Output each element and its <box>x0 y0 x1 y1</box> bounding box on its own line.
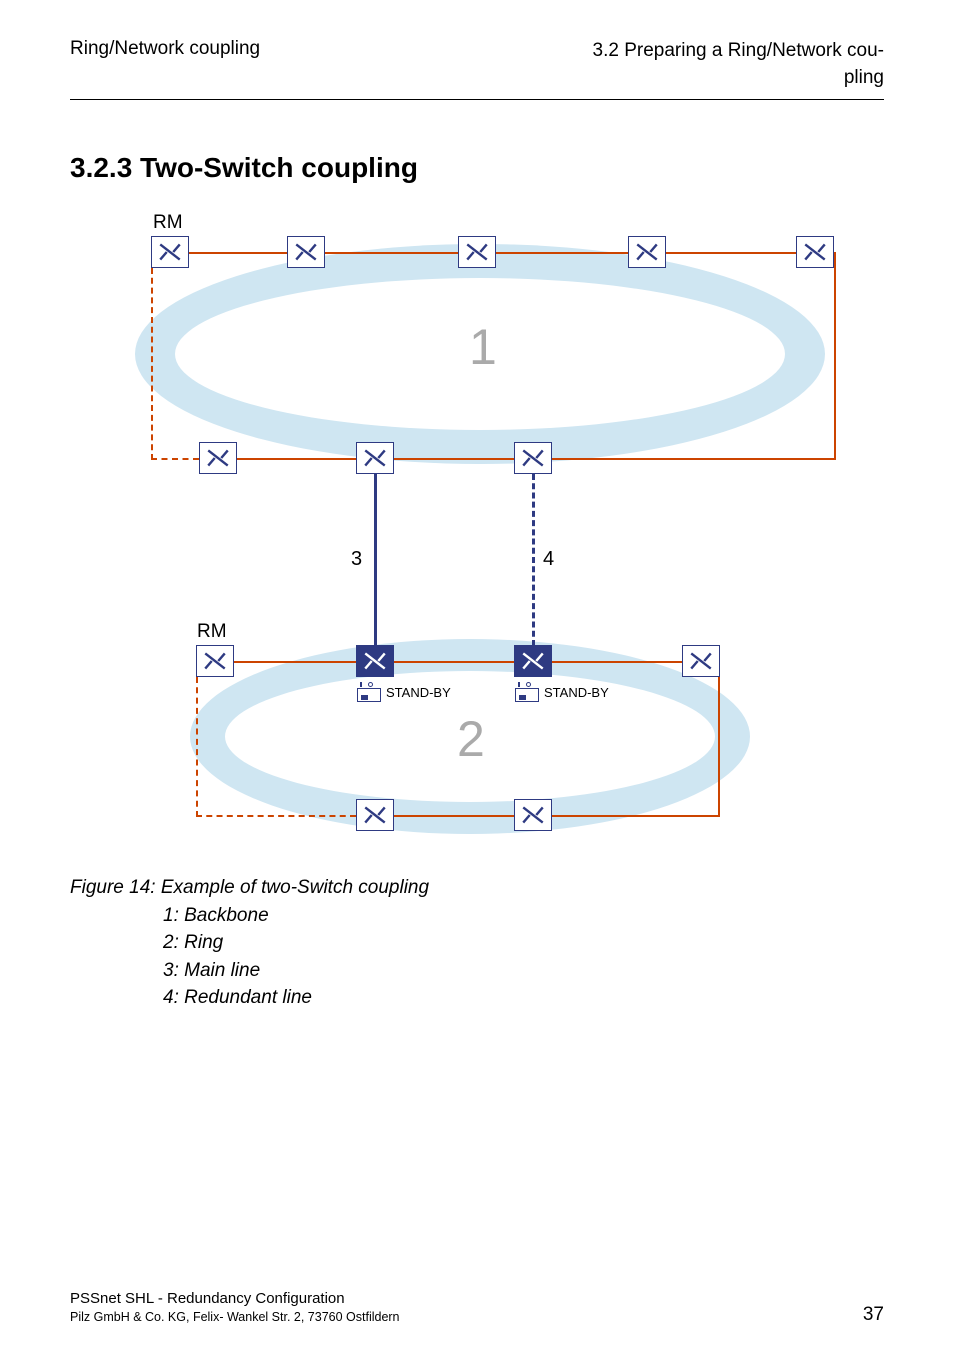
r2-conn-top-2 <box>394 661 514 663</box>
ring2-box-5 <box>356 799 394 831</box>
conn-midrow-mid <box>394 458 514 460</box>
conn-midrow-left <box>237 458 357 460</box>
caption-title: Figure 14: Example of two-Switch couplin… <box>70 874 884 902</box>
caption-line1: 1: Backbone <box>70 902 884 930</box>
caption-line3: 3: Main line <box>70 957 884 985</box>
ring1-box-8 <box>514 442 552 474</box>
caption-line2: 2: Ring <box>70 929 884 957</box>
page-footer: PSSnet SHL - Redundancy Configuration Pi… <box>70 1288 884 1327</box>
dip-switch-icon <box>515 682 539 702</box>
ring2-number: 2 <box>457 710 485 768</box>
line4-number: 4 <box>543 548 554 571</box>
page-header: Ring/Network coupling 3.2 Preparing a Ri… <box>70 38 884 100</box>
coupling-slave-box <box>514 645 552 677</box>
r2-conn-right-v <box>718 661 720 817</box>
ring1-box-2 <box>287 236 325 268</box>
standby-group-2: STAND-BY <box>515 682 609 702</box>
ring1-number: 1 <box>469 318 497 376</box>
caption-line4: 4: Redundant line <box>70 984 884 1012</box>
conn-midrow-right <box>552 458 836 460</box>
redundant-line <box>532 474 535 646</box>
footer-line2: Pilz GmbH & Co. KG, Felix- Wankel Str. 2… <box>70 1309 400 1327</box>
standby-label-2: STAND-BY <box>544 685 609 700</box>
dip-switch-icon <box>357 682 381 702</box>
footer-left: PSSnet SHL - Redundancy Configuration Pi… <box>70 1288 400 1327</box>
ring1-box-7 <box>356 442 394 474</box>
rm-label-1: RM <box>153 212 183 234</box>
standby-group-1: STAND-BY <box>357 682 451 702</box>
ring1-box-5 <box>796 236 834 268</box>
standby-label-1: STAND-BY <box>386 685 451 700</box>
conn-top-1 <box>189 252 287 254</box>
footer-line1: PSSnet SHL - Redundancy Configuration <box>70 1288 400 1309</box>
conn-top-2 <box>325 252 458 254</box>
ring2-box-4 <box>682 645 720 677</box>
ring1-box-4 <box>628 236 666 268</box>
page-number: 37 <box>863 1304 884 1326</box>
figure-caption: Figure 14: Example of two-Switch couplin… <box>70 874 884 1012</box>
r2-dash-left-v <box>196 677 198 817</box>
dash-top-left-v <box>151 268 153 460</box>
dash-top-left-h <box>151 458 199 460</box>
conn-right-down <box>834 252 836 460</box>
main-line <box>374 474 377 646</box>
r2-conn-top-3 <box>552 661 682 663</box>
header-right-line1: 3.2 Preparing a Ring/Network cou- <box>477 38 884 65</box>
r2-conn-bottom-r <box>552 815 720 817</box>
coupling-master-box <box>356 645 394 677</box>
conn-top-4 <box>666 252 796 254</box>
r2-conn-bottom-m <box>394 815 514 817</box>
rm-label-2: RM <box>197 621 227 643</box>
ring2-rm-box <box>196 645 234 677</box>
coupling-diagram: STAND-BY STAND-BY RM RM 1 2 3 4 <box>97 224 857 864</box>
conn-top-3 <box>496 252 628 254</box>
ring2-box-6 <box>514 799 552 831</box>
r2-dash-bottom-h <box>196 815 356 817</box>
r2-conn-top-1 <box>234 661 356 663</box>
header-right: 3.2 Preparing a Ring/Network cou- pling <box>477 38 884 91</box>
header-right-line2: pling <box>477 65 884 92</box>
line3-number: 3 <box>351 548 362 571</box>
ring1-box-6 <box>199 442 237 474</box>
section-title: 3.2.3 Two-Switch coupling <box>70 152 884 184</box>
header-left: Ring/Network coupling <box>70 38 477 60</box>
ring1-rm-box <box>151 236 189 268</box>
ring1-box-3 <box>458 236 496 268</box>
